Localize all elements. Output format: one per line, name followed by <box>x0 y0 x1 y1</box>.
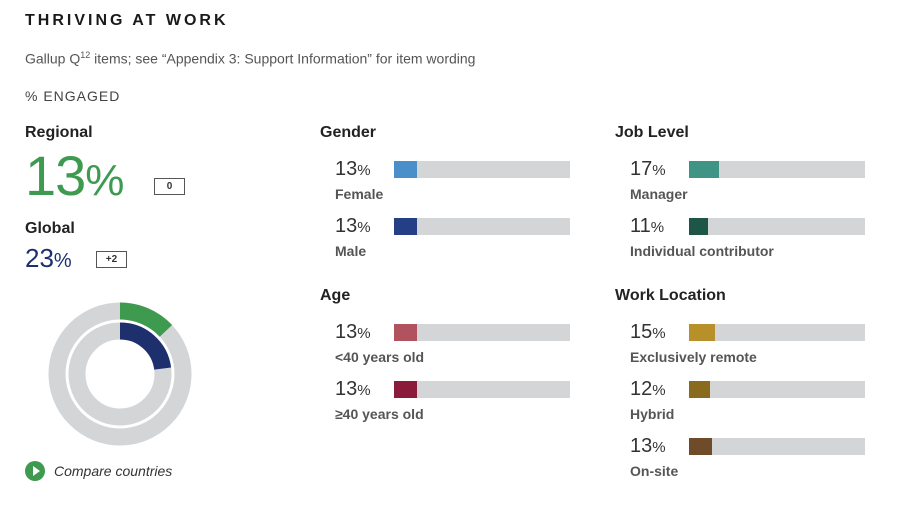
data-label: 17 <box>630 158 653 180</box>
subtitle-text: Gallup Q <box>25 50 81 67</box>
global-value: 23% <box>25 244 72 275</box>
work-location-heading: Work Location <box>615 287 726 304</box>
age-40-years-old-label: <40 years old <box>335 349 425 365</box>
subtitle-superscript: 12 <box>80 50 91 60</box>
donut-regional-arc <box>119 302 173 337</box>
age-40-years-old-label: ≥40 years old <box>335 406 424 422</box>
metric-label: % ENGAGED <box>25 88 121 104</box>
gender-male-value: 13% <box>335 215 371 239</box>
work-location-hybrid-bar <box>689 381 711 398</box>
page-title: THRIVING AT WORK <box>25 12 229 29</box>
work-location-hybrid-label: Hybrid <box>630 406 675 422</box>
work-location-exclusively-remote-bar <box>689 324 716 341</box>
page-subtitle: Gallup Q12 items; see “Appendix 3: Suppo… <box>25 50 475 67</box>
job-level-manager-value: 17% <box>630 158 666 182</box>
data-label: 12 <box>630 378 653 400</box>
data-label-unit: % <box>652 439 666 456</box>
job-level-individual-contributor-label: Individual contributor <box>630 243 774 259</box>
age-40-years-old-bar <box>394 324 417 341</box>
subtitle-text-rest: items; see “Appendix 3: Support Informat… <box>90 50 476 67</box>
age-40-years-old-value: 13% <box>335 378 371 402</box>
work-location-on-site-bar-track <box>689 438 865 455</box>
job-level-heading: Job Level <box>615 124 689 141</box>
gender-female-bar <box>394 161 417 178</box>
data-label-unit: % <box>652 162 666 179</box>
data-label: 11 <box>630 215 651 237</box>
global-label: Global <box>25 220 75 237</box>
job-level-manager-bar-track <box>689 161 865 178</box>
data-label-unit: % <box>652 325 666 342</box>
regional-unit: % <box>85 156 124 205</box>
data-label: 13 <box>630 435 653 457</box>
compare-countries-label: Compare countries <box>54 463 173 479</box>
donut-global-arc <box>119 322 172 371</box>
age-40-years-old-bar <box>394 381 417 398</box>
job-level-individual-contributor-value: 11% <box>630 215 664 239</box>
gender-female-bar-track <box>394 161 570 178</box>
gender-male-label: Male <box>335 243 367 259</box>
work-location-on-site-value: 13% <box>630 435 666 459</box>
regional-value: 13% <box>25 148 124 209</box>
data-label-unit: % <box>357 325 371 342</box>
gender-male-bar <box>394 218 417 235</box>
data-label: 13 <box>335 215 358 237</box>
work-location-exclusively-remote-label: Exclusively remote <box>630 349 757 365</box>
regional-label: Regional <box>25 124 93 141</box>
data-label-unit: % <box>357 162 371 179</box>
regional-number: 13 <box>25 144 86 207</box>
job-level-individual-contributor-bar-track <box>689 218 865 235</box>
data-label-unit: % <box>650 219 665 236</box>
donut-chart <box>48 302 192 446</box>
gender-female-value: 13% <box>335 158 371 182</box>
job-level-manager-bar <box>689 161 719 178</box>
work-location-on-site-label: On-site <box>630 463 679 479</box>
age-heading: Age <box>320 287 351 304</box>
work-location-exclusively-remote-bar-track <box>689 324 865 341</box>
age-40-years-old-value: 13% <box>335 321 371 345</box>
global-unit: % <box>53 250 72 272</box>
work-location-hybrid-bar-track <box>689 381 865 398</box>
gender-heading: Gender <box>320 124 377 141</box>
job-level-individual-contributor-bar <box>689 218 709 235</box>
age-40-years-old-bar-track <box>394 324 570 341</box>
play-icon <box>25 461 45 481</box>
job-level-manager-label: Manager <box>630 186 688 202</box>
age-40-years-old-bar-track <box>394 381 570 398</box>
global-number: 23 <box>25 243 54 273</box>
data-label: 13 <box>335 378 358 400</box>
data-label-unit: % <box>357 382 371 399</box>
global-change-badge: +2 <box>96 251 127 268</box>
compare-countries-link[interactable]: Compare countries <box>25 461 172 481</box>
work-location-exclusively-remote-value: 15% <box>630 321 666 345</box>
gender-female-label: Female <box>335 186 384 202</box>
data-label-unit: % <box>357 219 371 236</box>
work-location-hybrid-value: 12% <box>630 378 666 402</box>
data-label: 15 <box>630 321 653 343</box>
data-label-unit: % <box>652 382 666 399</box>
gender-male-bar-track <box>394 218 570 235</box>
work-location-on-site-bar <box>689 438 712 455</box>
data-label: 13 <box>335 321 358 343</box>
data-label: 13 <box>335 158 358 180</box>
regional-change-badge: 0 <box>154 178 185 195</box>
